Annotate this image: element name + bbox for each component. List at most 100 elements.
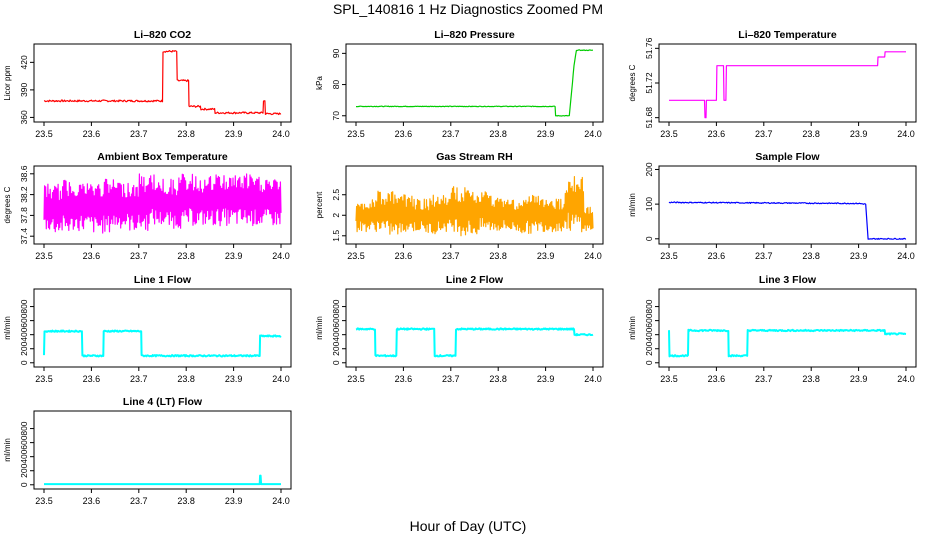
x-tick-label: 23.7	[130, 496, 148, 506]
x-tick-label: 23.7	[442, 251, 460, 261]
x-tick-label: 23.8	[802, 129, 820, 139]
plot-frame	[658, 165, 917, 245]
y-tick-label: 0	[331, 360, 341, 365]
x-tick-label: 23.9	[225, 496, 243, 506]
series-line	[43, 173, 282, 234]
y-axis-label: kPa	[315, 76, 324, 90]
x-tick-label: 23.5	[660, 129, 678, 139]
x-tick-label: 23.7	[755, 251, 773, 261]
panel-title: Line 4 (LT) Flow	[123, 396, 203, 408]
panel-line1: Line 1 Flow ml/min 23.5 23.6 23.7 23.8 23.9 24.…	[3, 274, 292, 384]
x-tick-label: 24.0	[272, 251, 290, 261]
y-axis-label: ml/min	[315, 316, 324, 340]
x-tick-label: 23.9	[225, 374, 243, 384]
y-tick-label: 38.2	[19, 186, 29, 203]
y-axis-label: ml/min	[3, 438, 12, 462]
y-tick-label: 800	[331, 299, 341, 313]
x-tick-label: 23.5	[660, 251, 678, 261]
plot-frame	[33, 410, 292, 490]
x-tick-label: 24.0	[272, 129, 290, 139]
y-axis-label: Licor ppm	[3, 65, 12, 100]
x-tick-label: 23.5	[35, 129, 53, 139]
y-tick-label: 360	[19, 110, 29, 124]
y-tick-label: 200	[331, 341, 341, 355]
x-tick-label: 23.7	[130, 251, 148, 261]
panel-line4: Line 4 (LT) Flow ml/min 23.5 23.6 23.7 23.8 23…	[3, 396, 292, 506]
y-tick-label: 420	[19, 55, 29, 69]
y-tick-label: 37.8	[19, 207, 29, 224]
x-tick-label: 23.9	[850, 129, 868, 139]
plot-frame	[658, 288, 917, 368]
x-tick-label: 23.7	[130, 129, 148, 139]
y-tick-label: 80	[331, 80, 341, 90]
x-tick-label: 23.8	[177, 129, 195, 139]
series-line	[355, 176, 594, 237]
y-tick-label: 51.68	[644, 107, 654, 129]
x-tick-label: 23.9	[850, 251, 868, 261]
y-tick-label: 390	[19, 83, 29, 97]
series-line	[668, 201, 907, 240]
x-tick-label: 23.6	[708, 374, 726, 384]
panel-title: Line 2 Flow	[446, 274, 504, 286]
x-tick-label: 24.0	[272, 374, 290, 384]
y-tick-label: 600	[644, 313, 654, 327]
x-tick-label: 23.5	[35, 251, 53, 261]
x-tick-label: 23.9	[537, 374, 555, 384]
y-tick-label: 800	[19, 421, 29, 435]
panel-title: Gas Stream RH	[436, 151, 512, 163]
y-tick-label: 400	[644, 327, 654, 341]
x-tick-label: 23.9	[537, 251, 555, 261]
panel-sample-flow: Sample Flow ml/min 23.5 23.6 23.7 23.8 23.9 24.…	[628, 151, 917, 261]
plot-frame	[33, 43, 292, 123]
x-tick-label: 23.7	[442, 129, 460, 139]
series-line	[43, 329, 282, 358]
x-axis-title: Hour of Day (UTC)	[409, 518, 527, 534]
panel-box-temp: Ambient Box Temperature degrees C 23.5 23.6…	[3, 151, 292, 261]
y-axis-label: percent	[315, 191, 324, 218]
x-tick-label: 24.0	[584, 129, 602, 139]
y-tick-label: 0	[644, 360, 654, 365]
y-tick-label: 37.4	[19, 228, 29, 245]
x-tick-label: 23.8	[177, 251, 195, 261]
series-line	[355, 327, 594, 358]
series-line	[43, 50, 282, 116]
x-tick-label: 23.6	[708, 129, 726, 139]
panel-pressure: Li–820 Pressure kPa 23.5 23.6 23.7 23.8 23.9 24…	[315, 29, 604, 139]
y-tick-label: 90	[331, 48, 341, 58]
x-tick-label: 23.7	[755, 129, 773, 139]
panel-title: Li–820 Temperature	[738, 29, 837, 41]
y-axis-label: ml/min	[628, 316, 637, 340]
panel-title: Li–820 Pressure	[434, 29, 515, 41]
panel-title: Line 3 Flow	[759, 274, 817, 286]
x-tick-label: 23.5	[35, 496, 53, 506]
x-tick-label: 23.6	[83, 374, 101, 384]
y-axis-label: degrees C	[3, 186, 12, 223]
series-line	[356, 49, 593, 117]
x-tick-label: 23.8	[177, 374, 195, 384]
x-tick-label: 23.7	[130, 374, 148, 384]
y-tick-label: 0	[19, 360, 29, 365]
y-tick-label: 600	[19, 313, 29, 327]
x-tick-label: 24.0	[272, 496, 290, 506]
y-tick-label: 0	[19, 482, 29, 487]
plot-frame	[345, 43, 604, 123]
x-tick-label: 23.9	[537, 129, 555, 139]
x-tick-label: 23.8	[489, 129, 507, 139]
panel-title: Ambient Box Temperature	[97, 151, 228, 163]
x-tick-label: 23.9	[850, 374, 868, 384]
y-tick-label: 2	[331, 213, 341, 218]
y-tick-label: 1.5	[331, 230, 341, 242]
x-tick-label: 23.6	[83, 129, 101, 139]
x-tick-label: 23.8	[489, 251, 507, 261]
y-tick-label: 400	[19, 327, 29, 341]
panel-co2: Li–820 CO2 Licor ppm 23.5 23.6 23.7 23.8 23.9 2…	[3, 29, 292, 139]
x-tick-label: 23.9	[225, 129, 243, 139]
y-tick-label: 200	[644, 162, 654, 176]
x-tick-label: 23.8	[802, 374, 820, 384]
y-tick-label: 600	[331, 313, 341, 327]
x-tick-label: 23.5	[347, 251, 365, 261]
x-tick-label: 23.5	[347, 129, 365, 139]
y-tick-label: 200	[19, 463, 29, 477]
panel-title: Line 1 Flow	[134, 274, 192, 286]
